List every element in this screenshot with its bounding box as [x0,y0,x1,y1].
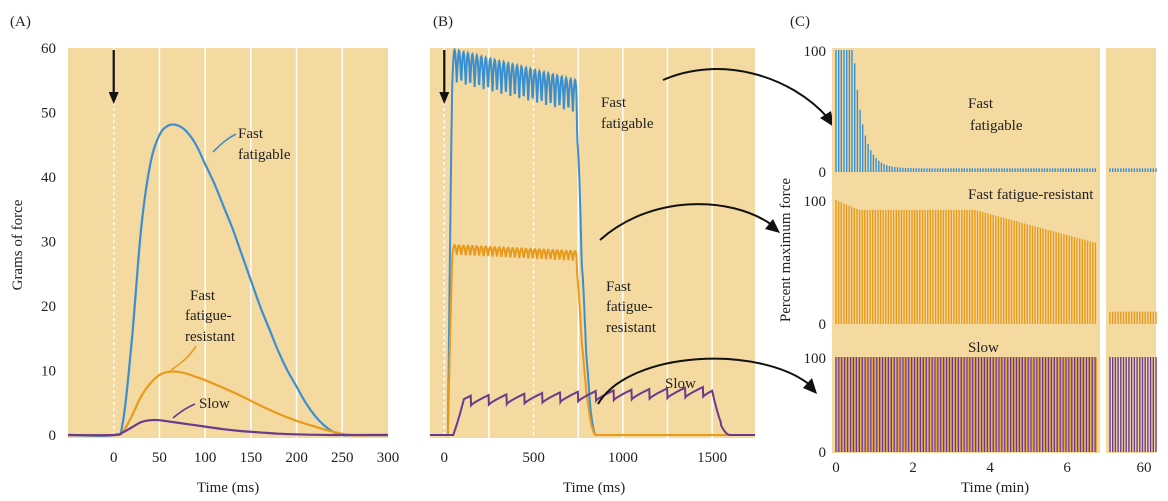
panel-a-series [67,123,389,438]
panel-c-x-tick-label: 4 [986,460,994,476]
panel-a-y-tick-label: 20 [41,299,56,315]
panel-b-x-tick-label: 1000 [608,450,638,466]
panel-b-ffr-label-3: resistant [606,320,657,336]
panel-a-x-tick-label: 300 [377,450,400,466]
connector-arrowhead-slow [803,378,817,394]
panel-c-y-tick-label: 100 [804,44,827,60]
panel-c-label: (C) [790,14,810,30]
panel-c-ffr-label: Fast fatigue-resistant [968,187,1094,203]
panel-a-y-tick-label: 60 [41,41,56,57]
connector-arrow-slow [597,357,811,405]
panel-c-xlabel: Time (min) [961,480,1029,496]
panel-a-gridlines [112,48,344,438]
panel-b-gridlines [443,48,713,438]
panel-a-slow-leader [172,403,196,419]
panel-a-ffr-label-1: Fast [190,288,216,304]
panel-b-slow-label: Slow [665,376,696,392]
panel-a-y-tick-label: 0 [49,428,57,444]
panel-b-x-tick-label: 0 [441,450,449,466]
connector-arrow-fast [662,68,829,119]
connector-arrowhead-ffr [765,219,780,233]
panel-a: 0 50 100 150 200 250 300 0 10 20 30 40 50 60 (A) Gram… [10,14,399,496]
panel-b-ticks: 0 500 1000 1500 [441,450,728,466]
panel-a-ticks: 0 50 100 150 200 250 300 0 10 20 30 40 50 60 [41,41,399,466]
panel-c-row-fast-fatigable [835,50,1157,172]
panel-a-fast-label-2: fatigable [238,147,291,163]
panel-a-series-slow [67,418,389,437]
panel-a-stimulus-arrow [108,50,119,104]
panel-c-axis-break [1100,48,1106,453]
panel-b-arrow-head [439,92,450,104]
panel-c-bars [835,50,1157,452]
panel-a-y-tick-label: 30 [41,235,56,251]
connector-arrows [597,68,834,405]
panel-c-y-tick-label: 0 [819,445,827,461]
panel-a-series-fast-fatigable [67,123,388,438]
panel-a-ylabel: Grams of force [10,199,26,290]
panel-a-x-tick-label: 250 [331,450,354,466]
panel-b-stimulus-arrow [439,50,450,104]
panel-c-fast-label-1: Fast [968,96,994,112]
panel-a-arrow-head [108,92,119,104]
panel-c-x-tick-label: 0 [832,460,840,476]
panel-c-slow-label: Slow [968,340,999,356]
panel-a-ffr-label-3: resistant [185,329,236,345]
panel-b-fast-label-1: Fast [601,95,627,111]
panel-c-x-tick-label: 60 [1137,460,1152,476]
panel-b-series-fast-fatigue-resistant [430,243,755,436]
panel-a-fast-label-1: Fast [238,126,264,142]
panel-b-ffr-label-2: fatigue- [606,299,653,315]
panel-a-x-tick-label: 200 [285,450,308,466]
panel-b-background [430,48,755,438]
panel-a-x-tick-label: 100 [194,450,217,466]
panel-b-x-tick-label: 1500 [697,450,727,466]
panel-a-xlabel: Time (ms) [197,480,259,496]
panel-a-y-tick-label: 10 [41,364,56,380]
panel-c-ylabel: Percent maximum force [778,178,794,322]
panel-c-y-tick-label: 100 [804,351,827,367]
panel-b: 0 500 1000 1500 (B) Time (ms) Fast fatigabl… [430,14,755,496]
panel-a-background [68,48,388,438]
panel-c-row-slow [835,357,1157,452]
panel-b-fast-label-2: fatigable [601,116,654,132]
connector-arrowhead-fast [820,111,834,127]
panel-a-x-tick-label: 50 [152,450,167,466]
panel-b-series-slow [430,385,755,436]
panel-c-y-tick-label: 0 [819,165,827,181]
panel-b-xlabel: Time (ms) [563,480,625,496]
panel-c-fast-label-2: fatigable [970,118,1023,134]
panel-a-x-tick-label: 150 [240,450,263,466]
panel-a-x-tick-label: 0 [110,450,118,466]
panel-b-series [430,47,755,436]
panel-a-y-tick-label: 50 [41,106,56,122]
panel-a-ffr-label-2: fatigue- [185,308,232,324]
panel-c-x-tick-label: 6 [1063,460,1071,476]
panel-c-x-tick-label: 2 [909,460,917,476]
panel-a-slow-label: Slow [199,396,230,412]
panel-a-fast-leader [212,133,237,153]
panel-a-label: (A) [10,14,31,30]
panel-c-y-tick-label: 0 [819,317,827,333]
panel-a-ffr-leader [170,345,197,371]
panel-a-y-tick-label: 40 [41,170,56,186]
connector-arrow-ffr [599,203,773,241]
panel-c-y-tick-label: 100 [804,194,827,210]
panel-b-ffr-label-1: Fast [606,279,632,295]
panel-b-label: (B) [433,14,453,30]
panel-a-series-fast-fatigue-resistant [67,370,389,437]
panel-b-x-tick-label: 500 [522,450,545,466]
panel-c-row-fast-fatigue-resistant [835,200,1157,324]
